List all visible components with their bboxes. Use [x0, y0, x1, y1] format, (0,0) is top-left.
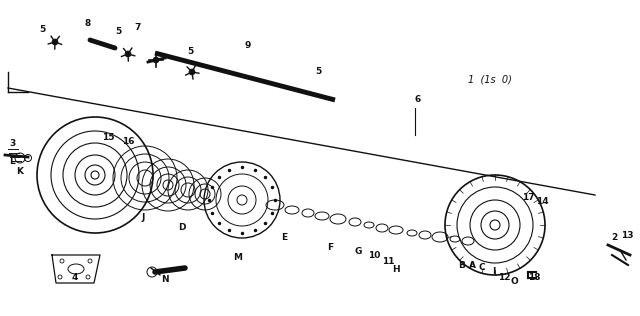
Text: N: N — [161, 276, 169, 284]
Text: L: L — [9, 157, 15, 167]
Text: K: K — [17, 167, 24, 177]
Text: 12: 12 — [498, 274, 510, 283]
Text: 7: 7 — [135, 23, 141, 33]
Text: 14: 14 — [536, 198, 548, 206]
Text: I: I — [492, 268, 496, 276]
Circle shape — [52, 39, 58, 45]
Text: G: G — [355, 247, 362, 257]
Text: C: C — [479, 264, 485, 272]
Text: 3: 3 — [9, 138, 15, 148]
Text: 9: 9 — [245, 40, 251, 50]
Text: M: M — [234, 253, 243, 263]
Text: O: O — [510, 277, 518, 287]
Text: 16: 16 — [122, 137, 134, 147]
Text: 6: 6 — [415, 95, 421, 105]
Text: 11: 11 — [381, 258, 394, 266]
Text: J: J — [141, 214, 145, 222]
Text: 15: 15 — [102, 133, 115, 143]
Text: A: A — [468, 260, 476, 270]
Text: 8: 8 — [85, 19, 91, 27]
Text: 2: 2 — [611, 234, 617, 242]
Text: 5: 5 — [315, 68, 321, 76]
Circle shape — [125, 51, 131, 57]
Text: D: D — [179, 223, 186, 233]
Text: 5: 5 — [115, 27, 121, 37]
Text: 18: 18 — [528, 274, 540, 283]
Circle shape — [189, 69, 195, 75]
Text: 5: 5 — [39, 26, 45, 34]
Text: F: F — [327, 244, 333, 252]
Text: 4: 4 — [72, 274, 78, 283]
Text: H: H — [392, 265, 400, 275]
Text: 10: 10 — [368, 251, 380, 259]
Text: B: B — [459, 260, 465, 270]
Text: 1  (1s  0): 1 (1s 0) — [468, 75, 512, 85]
Text: 5: 5 — [187, 47, 193, 57]
Text: 17: 17 — [522, 193, 534, 203]
Circle shape — [153, 57, 159, 63]
Text: E: E — [281, 234, 287, 242]
Text: 13: 13 — [621, 230, 633, 240]
